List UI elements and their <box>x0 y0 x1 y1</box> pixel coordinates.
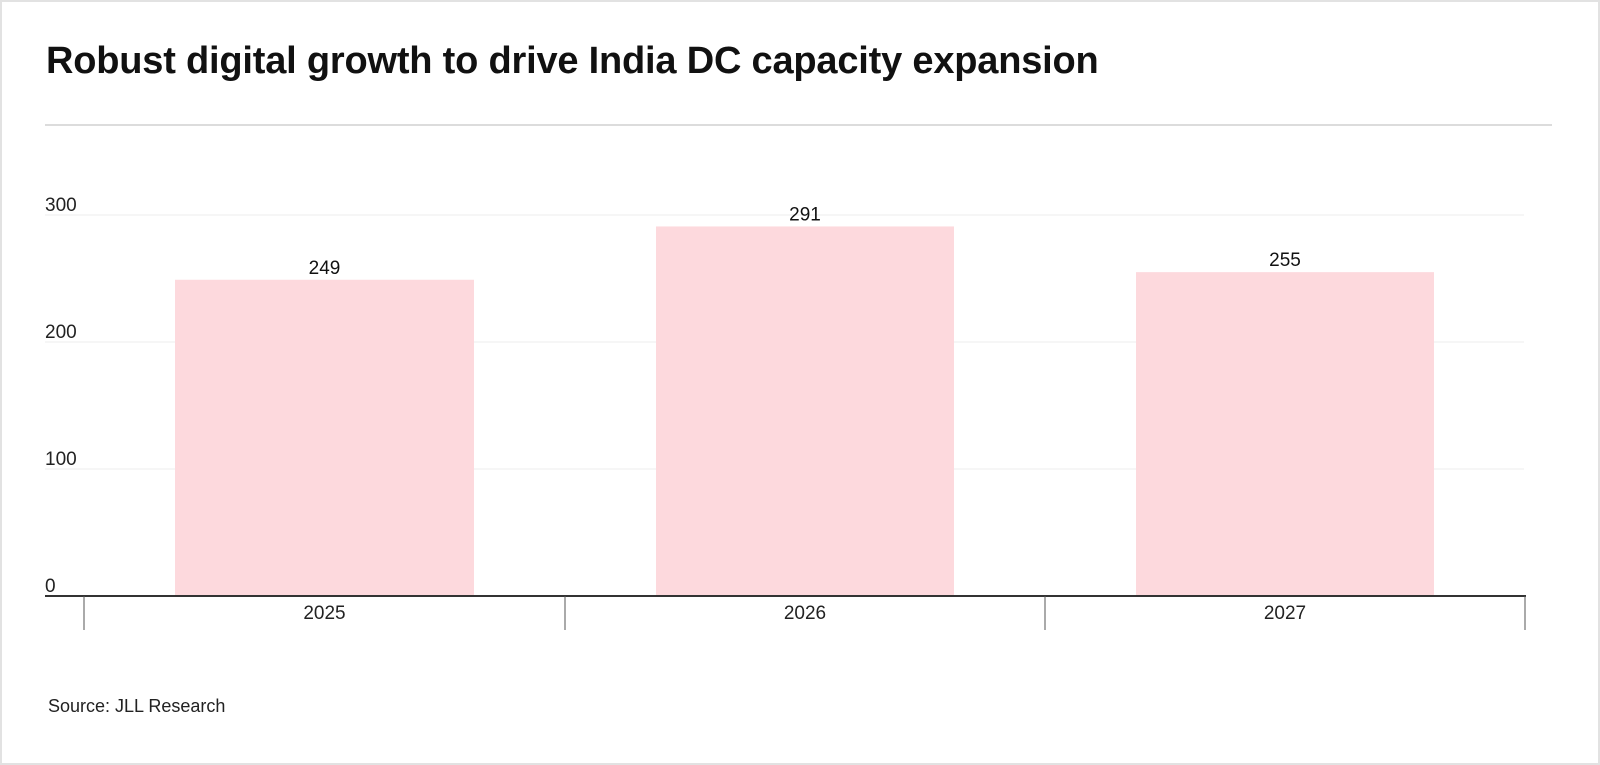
data-label-2026: 291 <box>789 204 821 225</box>
y-tick-label: 300 <box>45 195 77 216</box>
data-labels: 249 291 255 <box>309 204 1301 278</box>
x-tick-label-2027: 2027 <box>1264 603 1306 624</box>
y-tick-label: 200 <box>45 322 77 343</box>
x-tick-label-2026: 2026 <box>784 603 826 624</box>
y-tick-label: 0 <box>45 576 56 597</box>
x-axis <box>45 595 1526 630</box>
data-label-2025: 249 <box>309 258 341 279</box>
y-tick-label: 100 <box>45 449 77 470</box>
y-axis-tick-labels: 0 100 200 300 <box>45 195 77 597</box>
bar-2025 <box>175 279 474 596</box>
chart-title: Robust digital growth to drive India DC … <box>46 40 1099 82</box>
data-label-2027: 255 <box>1269 250 1301 271</box>
title-divider <box>45 124 1552 126</box>
x-axis-tick-labels: 2025 2026 2027 <box>303 603 1306 624</box>
source-note: Source: JLL Research <box>48 696 226 716</box>
x-tick-label-2025: 2025 <box>303 603 345 624</box>
bars <box>175 226 1434 596</box>
bar-chart: 0 100 200 300 249 291 255 2025 2026 2027 <box>45 195 1526 630</box>
bar-2026 <box>656 226 954 596</box>
bar-2027 <box>1136 272 1434 596</box>
